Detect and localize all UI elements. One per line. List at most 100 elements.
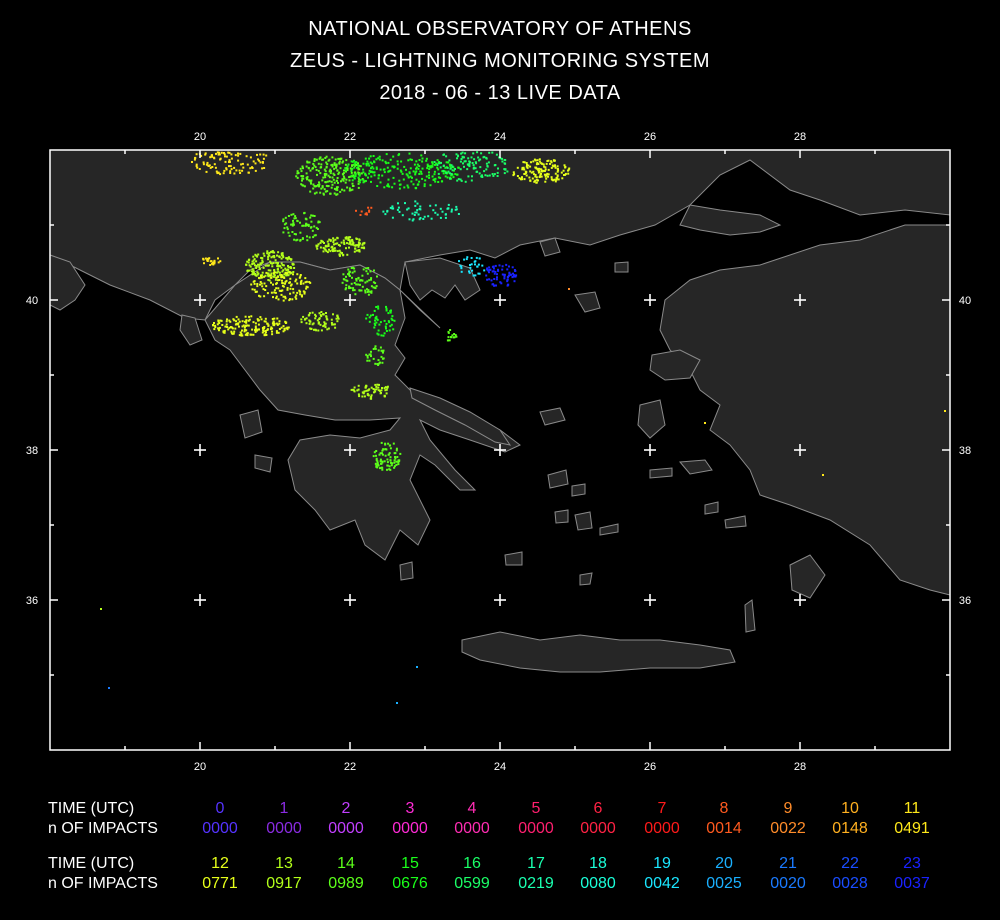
lightning-strike xyxy=(485,274,488,277)
lightning-strike xyxy=(345,170,347,173)
lightning-strike xyxy=(386,458,389,461)
lightning-strike xyxy=(444,175,447,178)
lightning-strike xyxy=(233,172,236,175)
lightning-strike xyxy=(373,391,375,394)
lightning-strike xyxy=(327,244,330,247)
lightning-strike xyxy=(254,325,257,328)
lightning-strike xyxy=(312,322,315,325)
lightning-strike xyxy=(704,422,706,424)
lightning-strike xyxy=(413,163,416,166)
lightning-strike xyxy=(247,319,250,322)
lightning-strike xyxy=(277,275,280,278)
lightning-strike xyxy=(493,284,496,287)
lightning-strike xyxy=(461,155,464,158)
lightning-strike xyxy=(427,215,430,218)
lightning-strike xyxy=(374,345,377,348)
lightning-strike xyxy=(376,363,379,365)
lightning-strike xyxy=(472,152,475,155)
lightning-strike xyxy=(429,184,432,187)
lightning-strike xyxy=(414,171,417,174)
lightning-strike xyxy=(358,181,361,184)
legend-hour-value: 11 xyxy=(903,800,921,817)
lightning-strike xyxy=(333,323,336,326)
lightning-strike xyxy=(332,237,335,240)
lightning-strike xyxy=(358,289,361,292)
lightning-strike xyxy=(363,247,366,250)
lightning-strike xyxy=(230,330,233,333)
lightning-strike xyxy=(375,158,378,161)
lightning-strike xyxy=(267,264,270,267)
legend-impacts-label-row1: n OF IMPACTS xyxy=(48,820,158,837)
lightning-strike xyxy=(321,240,324,243)
lightning-strike xyxy=(292,222,295,225)
legend-time-label-row1: TIME (UTC) xyxy=(48,800,135,817)
lightning-strike xyxy=(300,318,303,321)
lightning-strike xyxy=(471,175,473,178)
lightning-strike xyxy=(407,176,410,179)
lightning-strike xyxy=(291,223,294,226)
lightning-strike xyxy=(441,170,444,173)
lightning-strike xyxy=(246,260,249,263)
lightning-strike xyxy=(269,274,272,277)
lightning-strike xyxy=(514,275,517,278)
lightning-strike xyxy=(284,267,287,270)
lightning-strike xyxy=(256,271,259,274)
lightning-strike xyxy=(365,164,368,167)
lightning-strike xyxy=(313,164,316,167)
lightning-strike xyxy=(329,192,332,195)
lightning-strike xyxy=(282,295,285,298)
lightning-strike xyxy=(418,165,421,168)
lightning-strike xyxy=(214,166,217,169)
lightning-strike xyxy=(236,323,239,326)
lightning-strike xyxy=(353,177,356,180)
lightning-strike xyxy=(255,328,258,331)
lightning-strike xyxy=(373,269,375,272)
lightning-strike xyxy=(205,163,208,166)
lightning-strike xyxy=(259,275,262,278)
lightning-strike xyxy=(333,162,336,165)
lightning-strike xyxy=(488,278,491,281)
lightning-strike xyxy=(287,274,290,277)
lightning-strike xyxy=(535,176,538,179)
lightning-strike xyxy=(320,239,323,242)
lightning-strike xyxy=(387,170,390,173)
lightning-strike xyxy=(421,157,424,160)
lightning-strike xyxy=(318,312,321,315)
lightning-strike xyxy=(262,252,265,255)
lightning-strike xyxy=(308,236,311,239)
lightning-strike xyxy=(277,251,280,254)
lightning-strike xyxy=(474,274,477,277)
lightning-strike xyxy=(233,319,236,322)
lightning-strike xyxy=(445,155,448,158)
lightning-strike xyxy=(317,322,320,325)
lightning-strike xyxy=(341,161,344,164)
lightning-strike xyxy=(503,273,506,276)
lightning-strike xyxy=(384,442,387,445)
lightning-strike xyxy=(277,298,280,301)
lightning-strike xyxy=(294,215,297,218)
lightning-strike xyxy=(310,179,313,182)
legend-impact-count: 0000 xyxy=(580,820,616,837)
lightning-strike xyxy=(361,243,364,246)
lightning-strike xyxy=(441,180,444,183)
right-lat-label-38: 38 xyxy=(959,445,971,457)
lightning-strike xyxy=(358,249,361,252)
lightning-strike xyxy=(266,252,269,255)
lightning-strike xyxy=(215,152,217,155)
lightning-strike xyxy=(374,347,377,350)
lightning-strike xyxy=(283,329,286,332)
legend-impact-count: 0020 xyxy=(770,875,806,892)
lightning-strike xyxy=(560,171,563,174)
lightning-strike xyxy=(455,335,458,338)
lightning-strike xyxy=(305,322,308,325)
lightning-strike xyxy=(387,161,390,164)
lightning-strike xyxy=(381,387,383,389)
lightning-strike xyxy=(357,176,360,179)
lightning-strike xyxy=(306,160,309,163)
lightning-strike xyxy=(533,173,535,176)
lightning-strike xyxy=(327,174,330,177)
lightning-strike xyxy=(416,202,419,205)
lightning-strike xyxy=(416,209,419,212)
lightning-strike xyxy=(268,279,271,282)
lightning-strike xyxy=(546,160,549,162)
